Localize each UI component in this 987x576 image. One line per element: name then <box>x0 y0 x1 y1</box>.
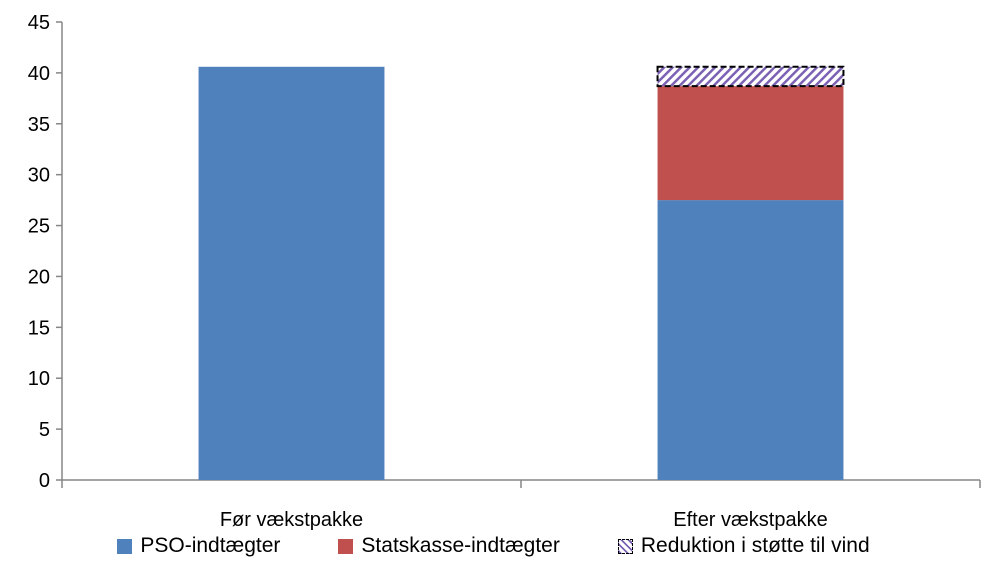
y-tick-label: 20 <box>28 266 50 288</box>
legend-item-statskasse: Statskasse-indtægter <box>338 534 560 558</box>
y-tick-label: 25 <box>28 216 50 238</box>
legend-label-statskasse: Statskasse-indtægter <box>361 534 560 557</box>
y-tick-label: 30 <box>28 165 50 187</box>
bar-pso-1 <box>657 200 844 480</box>
legend-label-reduktion: Reduktion i støtte til vind <box>640 534 870 557</box>
bar-statskasse-1 <box>657 86 844 201</box>
legend-item-reduktion: Reduktion i støtte til vind <box>617 534 870 558</box>
x-tick-label: Efter vækstpakke <box>673 509 828 530</box>
y-tick-label: 10 <box>28 368 50 390</box>
x-tick-labels: Før vækstpakke Efter vækstpakke <box>220 509 828 531</box>
bar-pso-0 <box>198 66 385 480</box>
bars <box>198 65 845 480</box>
y-tick-label: 5 <box>39 419 50 441</box>
legend-swatch-pso <box>117 538 133 554</box>
y-tick-label: 15 <box>28 317 50 339</box>
y-tick-label: 40 <box>28 63 50 85</box>
y-tick-label: 0 <box>39 470 50 492</box>
legend-swatch-statskasse <box>338 538 354 554</box>
bar-reduktion-1 <box>656 65 845 88</box>
y-tick-label: 45 <box>28 12 50 34</box>
y-tick-label: 35 <box>28 114 50 136</box>
legend-swatch-reduktion <box>617 538 633 554</box>
plot-area: 0 5 10 15 20 25 30 35 40 45 Før vækstpakke Efter v… <box>28 12 981 531</box>
legend-label-pso: PSO-indtægter <box>140 534 281 557</box>
x-tick-label: Før vækstpakke <box>220 509 363 530</box>
axes: 0 5 10 15 20 25 30 35 40 45 <box>28 12 981 492</box>
legend: PSO-indtægter Statskasse-indtægter Reduk… <box>0 534 987 558</box>
legend-item-pso: PSO-indtægter <box>117 534 280 558</box>
